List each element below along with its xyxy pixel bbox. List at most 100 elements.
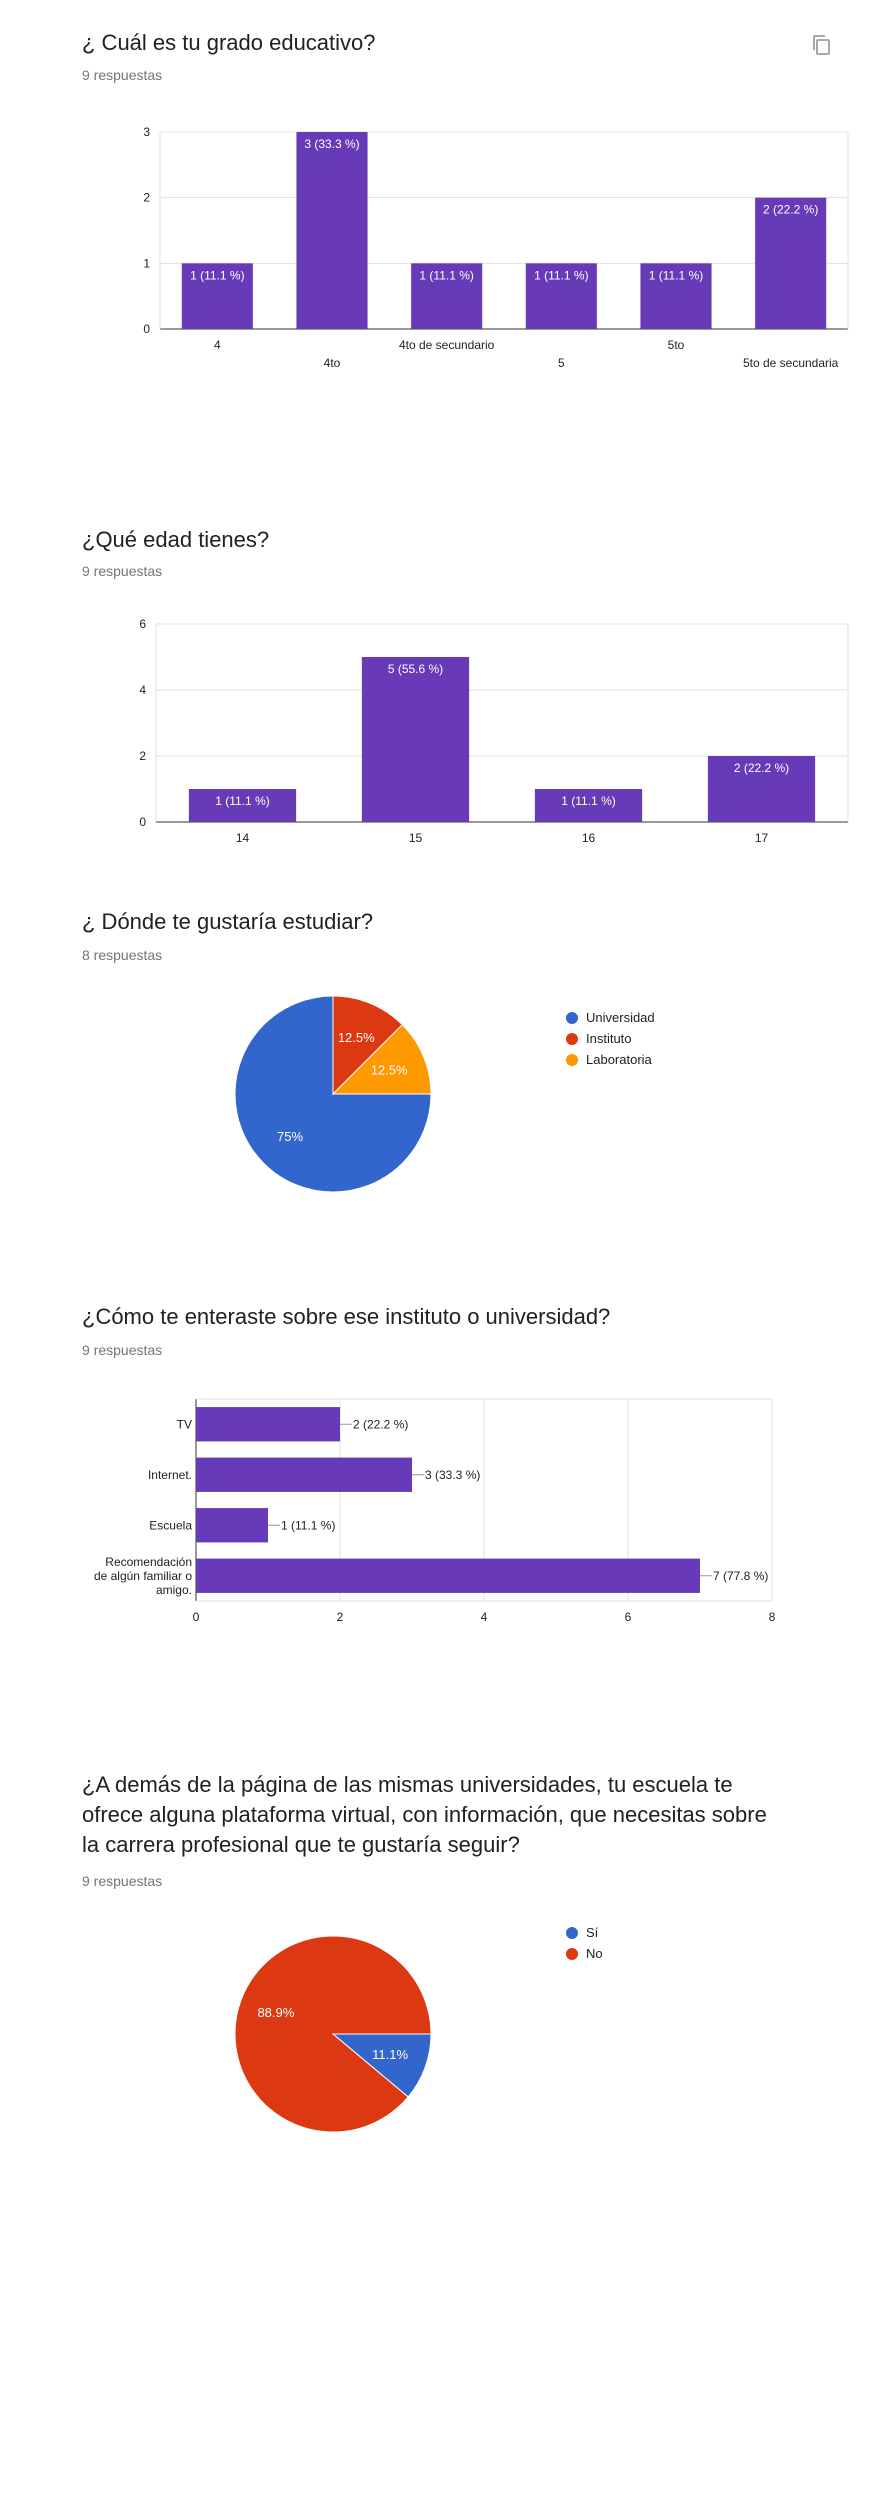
x-tick-label: 2 [337, 1610, 344, 1624]
y-tick-label: Internet. [148, 1468, 192, 1482]
legend-swatch [566, 1926, 578, 1939]
question-1-title: ¿ Cuál es tu grado educativo? [82, 30, 376, 55]
y-tick-label: Recomendación [105, 1555, 192, 1569]
x-tick-label: 5to de secundaria [743, 356, 839, 370]
question-5-response-count: 9 respuestas [82, 1873, 163, 1889]
pie-slice [234, 1935, 432, 2133]
legend-swatch [566, 1032, 578, 1045]
legend-label: Universidad [586, 1010, 655, 1025]
bar [196, 1558, 700, 1593]
bar-data-label: 1 (11.1 %) [419, 268, 473, 282]
legend-label: Sí [586, 1925, 599, 1940]
question-5-title-line: ofrece alguna plataforma virtual, con in… [82, 1802, 767, 1827]
question-1-section: ¿ Cuál es tu grado educativo? 9 respuest… [0, 0, 872, 500]
bar-data-label: 1 (11.1 %) [649, 268, 703, 282]
copy-chart-button[interactable] [808, 32, 836, 60]
y-tick-label: de algún familiar o [94, 1569, 192, 1583]
x-tick-label: 5to [668, 338, 685, 352]
question-1-response-count: 9 respuestas [82, 67, 163, 83]
bar-data-label: 1 (11.1 %) [215, 794, 269, 808]
bar [707, 756, 816, 822]
bar [640, 263, 712, 329]
pie-slice-label: 12.5% [338, 1030, 375, 1045]
pie-slice [331, 2033, 432, 2098]
x-tick-label: 6 [625, 1610, 632, 1624]
legend-item: Laboratoria [566, 1049, 655, 1070]
pie-slice [331, 1023, 432, 1095]
question-5-title: ¿A demás de la página de las mismas univ… [82, 1770, 767, 1860]
bar-data-label: 7 (77.8 %) [713, 1569, 768, 1583]
y-tick-label: Escuela [149, 1518, 192, 1532]
x-tick-label: 4 [481, 1610, 488, 1624]
bar [196, 1457, 412, 1492]
bar-data-label: 5 (55.6 %) [388, 662, 443, 676]
x-tick-label: 4to [324, 356, 341, 370]
question-2-title: ¿Qué edad tienes? [82, 527, 270, 552]
x-tick-label: 17 [755, 831, 769, 845]
bar [196, 1407, 340, 1442]
question-3-section: ¿ Dónde te gustaría estudiar? 8 respuest… [0, 880, 872, 1260]
virtual-platform-pie-chart: 11.1% 88.9% [234, 1935, 432, 2133]
y-tick-label: 2 [139, 749, 146, 763]
bar [188, 789, 297, 822]
bar [411, 263, 483, 329]
x-tick-label: 14 [236, 831, 250, 845]
bar-data-label: 2 (22.2 %) [763, 203, 818, 217]
bar-data-label: 2 (22.2 %) [353, 1417, 408, 1431]
x-tick-label: 4to de secundario [399, 338, 495, 352]
bar [181, 263, 253, 329]
legend-label: Laboratoria [586, 1052, 652, 1067]
y-tick-label: 2 [143, 191, 150, 205]
bar-data-label: 1 (11.1 %) [534, 268, 588, 282]
question-2-response-count: 9 respuestas [82, 563, 163, 579]
x-tick-label: 8 [769, 1610, 776, 1624]
question-5-title-line: la carrera profesional que te gustaría s… [82, 1832, 520, 1857]
pie-slice [332, 995, 404, 1096]
bar [361, 657, 470, 822]
question-3-title: ¿ Dónde te gustaría estudiar? [82, 909, 374, 934]
legend-label: No [586, 1946, 603, 1961]
question-3-response-count: 8 respuestas [82, 947, 163, 963]
bar-data-label: 3 (33.3 %) [304, 137, 359, 151]
y-tick-label: 4 [139, 683, 146, 697]
question-4-response-count: 9 respuestas [82, 1342, 163, 1358]
legend-swatch [566, 1053, 578, 1066]
legend-label: Instituto [586, 1031, 632, 1046]
x-tick-label: 15 [409, 831, 423, 845]
grade-bar-chart: 0 1 2 3 1 (11.1 %) 4 3 (33.3 %) 4to 1 (11.1 %) 4t… [143, 125, 849, 370]
bar-data-label: 1 (11.1 %) [561, 794, 615, 808]
x-tick-label: 5 [558, 356, 565, 370]
y-tick-label: 0 [139, 815, 146, 829]
bar-data-label: 3 (33.3 %) [425, 1468, 480, 1482]
bar-data-label: 1 (11.1 %) [190, 268, 244, 282]
question-4-section: ¿Cómo te enteraste sobre ese instituto o… [0, 1260, 872, 1700]
legend-item: Sí [566, 1922, 603, 1943]
pie-slice-label: 88.9% [257, 2005, 294, 2020]
x-tick-label: 4 [214, 338, 221, 352]
question-2-section: ¿Qué edad tienes? 9 respuestas 0 2 4 6 1 (11… [0, 500, 872, 880]
bar [755, 197, 827, 329]
x-tick-label: 16 [582, 831, 596, 845]
bar [296, 132, 368, 329]
bar-data-label: 1 (11.1 %) [281, 1518, 335, 1532]
question-5-section: ¿A demás de la página de las mismas univ… [0, 1700, 872, 2496]
pie-slice-label: 11.1% [372, 2047, 408, 2062]
y-tick-label: 3 [143, 125, 150, 139]
legend-item: No [566, 1943, 603, 1964]
bar [525, 263, 597, 329]
bar [534, 789, 643, 822]
bar [196, 1508, 268, 1543]
y-tick-label: 6 [139, 617, 146, 631]
source-horizontal-bar-chart: 0 2 4 6 8 2 (22.2 %) TV 3 (33.3 %) Internet. 1 (1… [94, 1398, 776, 1624]
legend-swatch [566, 1947, 578, 1960]
legend-item: Instituto [566, 1028, 655, 1049]
age-bar-chart: 0 2 4 6 1 (11.1 %) 14 5 (55.6 %) 15 1 (11.1 %) 16… [139, 617, 849, 845]
y-tick-label: 0 [143, 322, 150, 336]
question-5-title-line: ¿A demás de la página de las mismas univ… [82, 1772, 733, 1797]
copy-icon [813, 35, 830, 55]
virtual-platform-legend: Sí No [566, 1922, 603, 1964]
bar-data-label: 2 (22.2 %) [734, 761, 789, 775]
legend-swatch [566, 1011, 578, 1024]
pie-slice-label: 12.5% [371, 1063, 408, 1078]
study-place-pie-chart: 75% 12.5% 12.5% [234, 995, 432, 1193]
